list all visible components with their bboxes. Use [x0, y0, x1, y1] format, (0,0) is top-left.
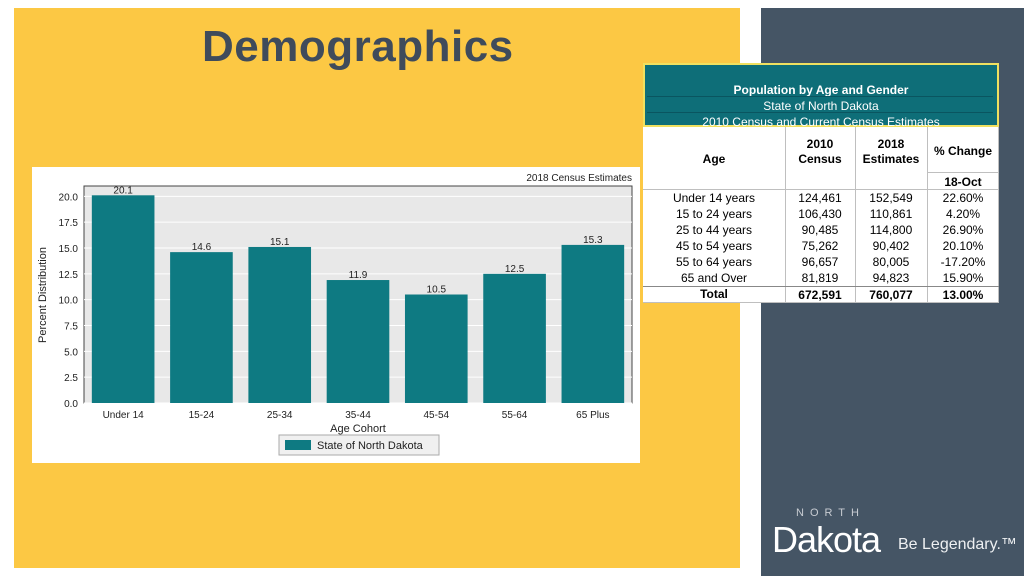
bar-value-label: 14.6 — [192, 242, 212, 253]
chart-legend: State of North Dakota — [278, 434, 440, 456]
col-header-2010-line2: Census — [798, 152, 842, 166]
row-2018: 90,402 — [872, 239, 910, 253]
bar-value-label: 15.3 — [583, 235, 603, 246]
total-2010: 672,591 — [798, 288, 842, 302]
x-tick-label: Under 14 — [103, 410, 145, 421]
row-change: 20.10% — [942, 239, 984, 253]
row-age: 25 to 44 years — [675, 223, 753, 237]
row-2018: 94,823 — [872, 271, 910, 285]
row-2010: 96,657 — [801, 255, 839, 269]
x-tick-label: 15-24 — [189, 410, 215, 421]
y-tick-label: 17.5 — [59, 218, 79, 229]
y-tick-label: 7.5 — [64, 322, 78, 333]
y-tick-label: 15.0 — [59, 244, 79, 255]
column-divider — [927, 127, 928, 303]
population-table: Population by Age and Gender State of No… — [643, 63, 999, 303]
x-tick-label: 25-34 — [267, 410, 293, 421]
bar-value-label: 11.9 — [349, 270, 368, 281]
bar-under-14 — [91, 195, 155, 403]
row-2018: 110,861 — [869, 207, 913, 221]
column-divider — [855, 127, 856, 303]
y-axis-label: Percent Distribution — [37, 247, 49, 343]
col-header-change: % Change — [933, 144, 992, 158]
legend-label: State of North Dakota — [317, 440, 424, 452]
row-age: 45 to 54 years — [675, 239, 753, 253]
bar-15-24 — [170, 252, 233, 403]
table-subtitle-2: 2010 Census and Current Census Estimates — [702, 115, 940, 129]
row-divider — [927, 172, 999, 173]
total-label: Total — [700, 287, 728, 301]
row-change: 22.60% — [942, 191, 984, 205]
bar-chart: 20.1 14.6 15.1 11.9 10.5 12.5 15.3 0.0 2.5 5.0 7.… — [32, 167, 640, 463]
table-title-divider — [647, 96, 993, 97]
row-2010: 124,461 — [798, 191, 842, 205]
bar-value-label: 10.5 — [427, 285, 447, 296]
row-2010: 75,262 — [801, 239, 839, 253]
logo-tagline: Be Legendary.™ — [898, 536, 1017, 553]
x-tick-label: 55-64 — [502, 410, 528, 421]
logo-dakota-text: Dakota — [772, 519, 881, 560]
row-2018: 114,800 — [869, 223, 913, 237]
bar-25-34 — [248, 246, 312, 403]
table-title: Population by Age and Gender — [733, 83, 909, 97]
row-2018: 80,005 — [872, 255, 910, 269]
table-right-border — [998, 127, 999, 303]
row-age: 55 to 64 years — [675, 255, 753, 269]
table-subtitle: State of North Dakota — [763, 99, 879, 113]
row-divider — [643, 189, 999, 190]
y-tick-label: 5.0 — [64, 347, 78, 358]
x-tick-layer: Under 14 15-24 25-34 35-44 45-54 55-64 65 Plus — [103, 410, 610, 421]
col-header-age: Age — [702, 152, 726, 166]
row-change: -17.20% — [940, 255, 986, 269]
row-2010: 106,430 — [798, 207, 842, 221]
date-note: 18-Oct — [944, 175, 982, 189]
table-subtitle-divider — [647, 112, 993, 113]
page-title: Demographics — [202, 22, 514, 71]
row-2018: 152,549 — [869, 191, 913, 205]
y-tick-label: 0.0 — [64, 399, 78, 410]
column-divider — [785, 127, 786, 303]
y-tick-layer: 0.0 2.5 5.0 7.5 10.0 12.5 15.0 17.5 20.0 — [59, 192, 79, 410]
bar-65-plus — [561, 244, 625, 403]
y-tick-label: 20.0 — [59, 192, 79, 203]
x-tick-label: 45-54 — [423, 410, 449, 421]
table-bottom-border — [643, 302, 999, 303]
row-age: Under 14 years — [672, 191, 756, 205]
table-title-block: Population by Age and Gender State of No… — [643, 63, 999, 129]
bar-45-54 — [404, 294, 468, 403]
row-2010: 90,485 — [801, 223, 839, 237]
col-header-2018-line1: 2018 — [877, 137, 905, 151]
bar-value-label: 20.1 — [113, 185, 133, 196]
bar-value-label: 15.1 — [270, 237, 290, 248]
logo-north-text: NORTH — [796, 507, 865, 519]
y-tick-label: 2.5 — [64, 373, 78, 384]
x-axis-label: Age Cohort — [330, 423, 386, 435]
col-header-2018-line2: Estimates — [862, 152, 920, 166]
row-age: 15 to 24 years — [675, 207, 753, 221]
bar-55-64 — [483, 273, 546, 403]
chart-svg: 20.1 14.6 15.1 11.9 10.5 12.5 15.3 0.0 2.5 5.0 7.… — [37, 173, 633, 456]
legend-swatch — [285, 440, 311, 450]
bar-35-44 — [326, 280, 390, 403]
total-divider — [643, 286, 999, 287]
row-change: 26.90% — [942, 223, 984, 237]
col-header-2010-line1: 2010 — [806, 137, 834, 151]
chart-title: 2018 Census Estimates — [526, 173, 632, 184]
bar-layer: 20.1 14.6 15.1 11.9 10.5 12.5 15.3 — [91, 185, 625, 403]
total-2018: 760,077 — [869, 288, 913, 302]
total-change: 13.00% — [942, 288, 984, 302]
y-tick-label: 10.0 — [59, 296, 79, 307]
x-tick-label: 65 Plus — [576, 410, 609, 421]
row-age: 65 and Over — [680, 271, 748, 285]
row-change: 4.20% — [945, 207, 981, 221]
y-tick-label: 12.5 — [59, 270, 79, 281]
x-tick-label: 35-44 — [345, 410, 371, 421]
bar-value-label: 12.5 — [505, 264, 525, 275]
row-change: 15.90% — [942, 271, 984, 285]
legend-box — [278, 434, 440, 456]
row-2010: 81,819 — [801, 271, 839, 285]
